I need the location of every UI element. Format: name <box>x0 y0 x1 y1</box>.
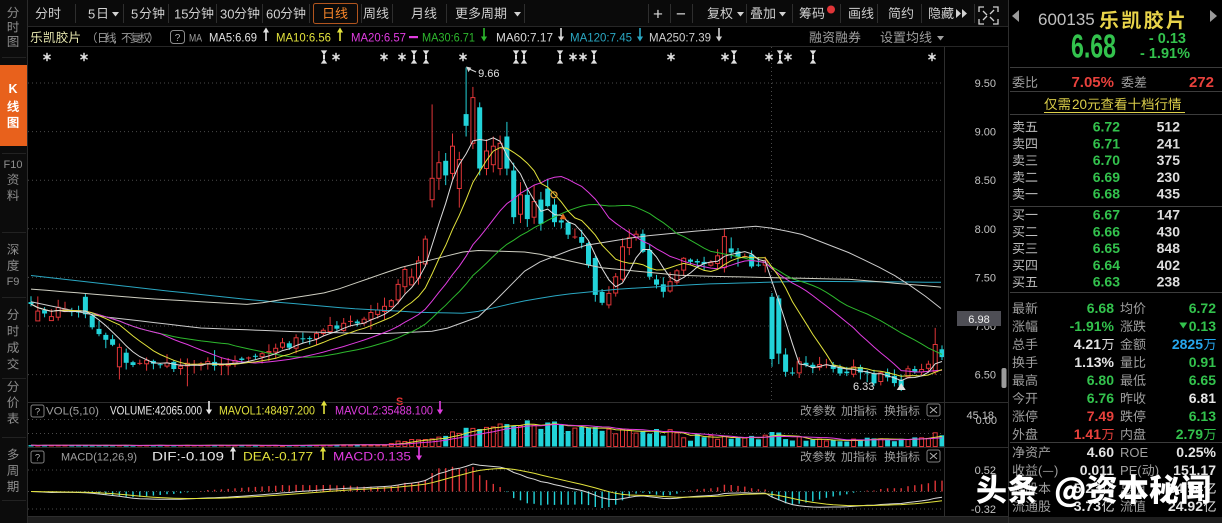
svg-text:8.00: 8.00 <box>975 224 996 236</box>
svg-text:?: ? <box>175 33 181 44</box>
svg-text:?: ? <box>35 407 40 418</box>
svg-text:6.71: 6.71 <box>1093 135 1120 151</box>
svg-text:MA250:7.39: MA250:7.39 <box>649 31 711 45</box>
svg-text:6.50: 6.50 <box>975 370 996 382</box>
svg-text:15: 15 <box>174 7 188 22</box>
svg-text:DEA:-0.177: DEA:-0.177 <box>243 450 313 464</box>
svg-text:6.72: 6.72 <box>1189 300 1216 316</box>
svg-text:MA60:7.17: MA60:7.17 <box>496 31 553 45</box>
svg-text:272: 272 <box>1189 74 1214 91</box>
svg-text:430: 430 <box>1157 223 1181 239</box>
svg-text:9.66: 9.66 <box>478 68 499 80</box>
svg-text:6.63: 6.63 <box>1093 274 1120 290</box>
svg-text:MACD(12,26,9): MACD(12,26,9) <box>61 452 137 464</box>
svg-text:7.05%: 7.05% <box>1071 74 1114 91</box>
svg-text:MACD:0.135: MACD:0.135 <box>333 450 411 464</box>
svg-text:6.69: 6.69 <box>1093 169 1120 185</box>
svg-text:VOLUME:42065.000: VOLUME:42065.000 <box>110 404 202 418</box>
svg-text:O: O <box>1129 445 1139 460</box>
svg-text:1.41: 1.41 <box>1074 426 1101 442</box>
svg-text:8.50: 8.50 <box>975 175 996 187</box>
svg-text:MA30:6.71: MA30:6.71 <box>422 31 475 45</box>
svg-text:MA120:7.45: MA120:7.45 <box>570 31 632 45</box>
svg-text:4.60: 4.60 <box>1087 444 1114 460</box>
svg-text:P: P <box>1120 463 1129 478</box>
svg-text:(: ( <box>1137 463 1142 478</box>
svg-text:30: 30 <box>220 7 234 22</box>
svg-text:−: − <box>676 5 686 24</box>
svg-text:MA10:6.56: MA10:6.56 <box>276 31 331 45</box>
svg-text:2.79: 2.79 <box>1176 426 1203 442</box>
svg-text:6.68: 6.68 <box>1071 28 1116 65</box>
svg-text:0.011: 0.011 <box>1080 462 1114 478</box>
svg-text:6.76: 6.76 <box>1087 390 1114 406</box>
svg-text:6.66: 6.66 <box>1093 223 1120 239</box>
svg-text:?: ? <box>35 453 40 464</box>
svg-text:60: 60 <box>266 7 280 22</box>
svg-text:- 0.13: - 0.13 <box>1149 31 1186 47</box>
svg-text:): ) <box>1054 463 1058 478</box>
svg-text:151.17: 151.17 <box>1173 462 1216 478</box>
svg-text:6.67: 6.67 <box>1093 207 1120 223</box>
svg-text:-1.91%: -1.91% <box>1070 318 1115 334</box>
svg-text:6.98: 6.98 <box>968 314 989 326</box>
svg-text:R: R <box>1120 445 1129 460</box>
svg-text:MAVOL2:35488.100: MAVOL2:35488.100 <box>335 404 433 418</box>
svg-text:848: 848 <box>1157 240 1181 256</box>
svg-text:5: 5 <box>131 7 138 22</box>
svg-text:- 1.91%: - 1.91% <box>1140 46 1190 62</box>
svg-text:MA: MA <box>189 33 203 45</box>
svg-text:0.52: 0.52 <box>975 465 996 477</box>
svg-text:0.91: 0.91 <box>1189 354 1216 370</box>
svg-text:6.33: 6.33 <box>853 381 874 393</box>
svg-text:0.13: 0.13 <box>1189 318 1216 334</box>
svg-text:6.64: 6.64 <box>1093 257 1120 273</box>
svg-text:5: 5 <box>88 7 95 22</box>
svg-text:6.70: 6.70 <box>1093 152 1120 168</box>
svg-text:6.80: 6.80 <box>1087 372 1114 388</box>
svg-text:241: 241 <box>1157 135 1181 151</box>
svg-text:MAVOL1:48497.200: MAVOL1:48497.200 <box>219 404 315 418</box>
svg-text:600135: 600135 <box>1038 10 1095 29</box>
svg-text:F10: F10 <box>4 159 23 171</box>
svg-text:E: E <box>1129 463 1138 478</box>
svg-text:2825: 2825 <box>1172 336 1203 352</box>
svg-text:512: 512 <box>1157 119 1181 135</box>
svg-text:6.65: 6.65 <box>1189 372 1216 388</box>
svg-text:MA5:6.69: MA5:6.69 <box>209 31 257 45</box>
svg-text:E: E <box>1140 445 1149 460</box>
svg-text:F9: F9 <box>7 276 20 288</box>
svg-text:1.13%: 1.13% <box>1074 354 1114 370</box>
svg-text:0.25%: 0.25% <box>1176 444 1216 460</box>
svg-text:6.13: 6.13 <box>1189 408 1216 424</box>
svg-text:238: 238 <box>1157 274 1181 290</box>
svg-text:7.49: 7.49 <box>1087 408 1114 424</box>
svg-text:230: 230 <box>1157 169 1181 185</box>
svg-text:VOL(5,10): VOL(5,10) <box>46 406 99 418</box>
svg-text:6.68: 6.68 <box>1093 186 1120 202</box>
svg-text:7.50: 7.50 <box>975 272 996 284</box>
svg-text:DIF:-0.109: DIF:-0.109 <box>152 450 224 464</box>
svg-text:24.92: 24.92 <box>1168 498 1203 514</box>
svg-text:45.18: 45.18 <box>966 410 994 422</box>
svg-text:+: + <box>653 5 663 24</box>
svg-text:(: ( <box>1038 463 1043 478</box>
svg-text:-0.32: -0.32 <box>971 504 996 516</box>
svg-text:6.65: 6.65 <box>1093 240 1120 256</box>
svg-text:375: 375 <box>1157 152 1181 168</box>
svg-text:6.81: 6.81 <box>1189 390 1216 406</box>
svg-text:147: 147 <box>1157 207 1181 223</box>
svg-text:4.21: 4.21 <box>1074 336 1101 352</box>
svg-text:0.00: 0.00 <box>976 415 997 427</box>
svg-text:402: 402 <box>1157 257 1181 273</box>
svg-text:6.72: 6.72 <box>1093 119 1120 135</box>
svg-text:MA20:6.57: MA20:6.57 <box>351 31 406 45</box>
svg-text:6.68: 6.68 <box>1087 300 1114 316</box>
svg-text:K: K <box>8 82 17 96</box>
svg-text:): ) <box>1155 463 1159 478</box>
svg-text:435: 435 <box>1157 186 1181 202</box>
svg-text:9.50: 9.50 <box>975 78 996 90</box>
svg-text:9.00: 9.00 <box>975 127 996 139</box>
svg-text:20: 20 <box>1072 97 1087 112</box>
